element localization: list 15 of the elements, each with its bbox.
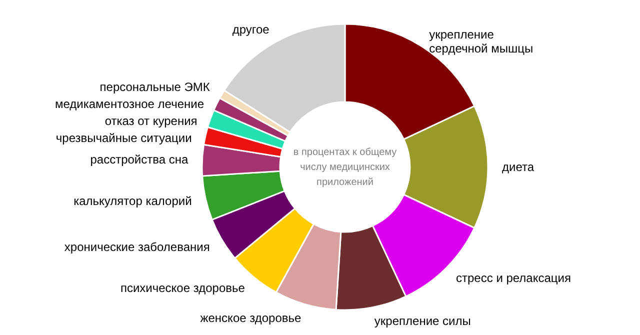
slice-label: расстройства сна <box>90 152 188 167</box>
slice-label: стресс и релаксация <box>456 271 571 286</box>
slice-label: чрезвычайные ситуации <box>56 131 192 146</box>
slice-label: укрепление силы <box>374 314 471 328</box>
slice-label: женское здоровье <box>200 310 302 325</box>
slice-label: укрепление сердечной мышцы <box>429 27 534 56</box>
slice-label: психическое здоровье <box>120 280 246 295</box>
slice-label: диета <box>502 160 534 174</box>
slice-label: медикаментозное лечение <box>54 97 204 112</box>
slice-label: другое <box>232 22 270 36</box>
slice-label: отказ от курения <box>104 114 198 128</box>
slice-label: хронические заболевания <box>64 240 210 254</box>
slice-label: персональные ЭМК <box>100 80 210 94</box>
text: в процентах к общему числу медицинских приложений <box>293 147 397 188</box>
slice-label: калькулятор калорий <box>74 194 192 208</box>
